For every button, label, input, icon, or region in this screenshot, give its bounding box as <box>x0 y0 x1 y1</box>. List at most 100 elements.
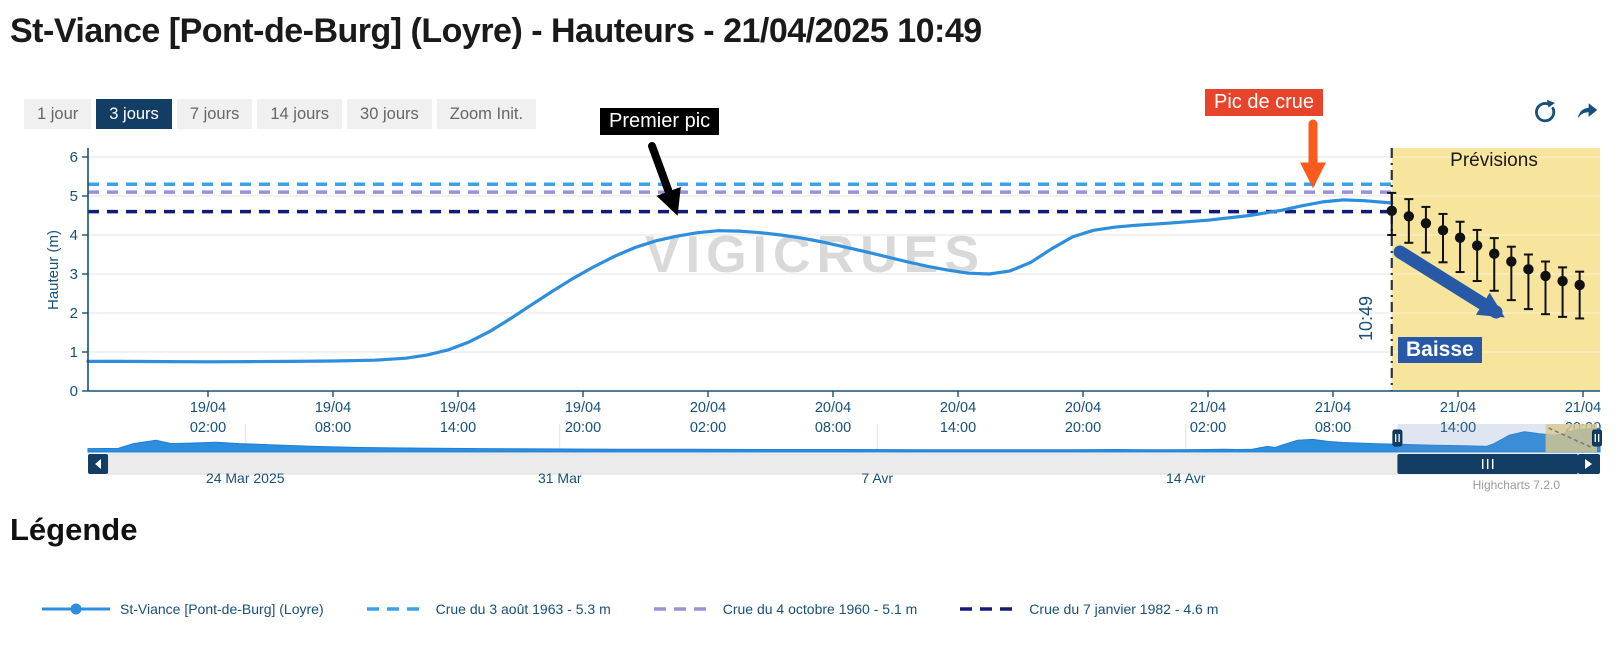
range-button-14-jours[interactable]: 14 jours <box>257 99 343 129</box>
dash-marker-icon <box>653 607 714 611</box>
forecast-zone-label: Prévisions <box>1450 150 1538 171</box>
legend-item-label: Crue du 7 janvier 1982 - 4.6 m <box>1029 601 1219 617</box>
y-tick-label: 6 <box>70 149 78 166</box>
range-selector: 1 jour 3 jours 7 jours 14 jours 30 jours Zoom… <box>24 99 537 129</box>
forecast-error-bar <box>1420 205 1432 254</box>
x-tick-date: 21/04 <box>1565 400 1601 416</box>
forecast-error-bar <box>1523 253 1534 311</box>
premier-pic-arrow <box>648 142 681 216</box>
range-button-3-jours[interactable]: 3 jours <box>96 99 172 129</box>
forecast-point <box>1540 270 1551 282</box>
legend-item-1[interactable]: Crue du 3 août 1963 - 5.3 m <box>366 601 611 617</box>
navigator-date-label: 14 Avr <box>1166 470 1206 486</box>
highcharts-credit[interactable]: Highcharts 7.2.0 <box>1473 478 1561 492</box>
legend-item-label: Crue du 4 octobre 1960 - 5.1 m <box>722 601 918 617</box>
forecast-error-bar <box>1403 198 1415 244</box>
header-icons <box>1532 98 1600 124</box>
forecast-point <box>1403 211 1415 222</box>
x-tick-time: 20:00 <box>1065 420 1101 436</box>
x-tick-date: 19/04 <box>440 400 476 416</box>
annotation-pic-de-crue: Pic de crue <box>1205 89 1324 116</box>
forecast-error-bar <box>1454 220 1466 274</box>
x-tick-time: 14:00 <box>940 420 976 436</box>
navigator-handle-right[interactable] <box>1591 429 1602 447</box>
navigator-forecast-diagonal <box>1548 427 1594 449</box>
y-tick-label: 5 <box>70 188 78 205</box>
x-tick-time: 20:00 <box>565 420 601 436</box>
right-arrow-icon <box>1585 459 1592 469</box>
forecast-error-bar <box>1557 266 1568 318</box>
series-marker-icon <box>42 603 110 615</box>
x-tick-time: 14:00 <box>1440 420 1476 436</box>
x-tick-date: 19/04 <box>565 400 601 416</box>
page-title: St-Viance [Pont-de-Burg] (Loyre) - Haute… <box>10 12 982 50</box>
left-arrow-icon <box>95 459 101 469</box>
y-tick-label: 1 <box>70 344 78 361</box>
legend-item-label: Crue du 3 août 1963 - 5.3 m <box>435 601 611 617</box>
range-button-1-jour[interactable]: 1 jour <box>24 99 92 129</box>
dash-marker-icon <box>366 607 427 611</box>
y-tick-label: 2 <box>70 305 78 322</box>
vigicrues-watermark: VIGICRUES <box>645 226 985 284</box>
hydrograph-chart: VIGICRUES 19/04 02:00 19/04 08:00 19/04 14:00 1… <box>45 119 1602 492</box>
legend-heading: Légende <box>10 512 138 547</box>
forecast-error-bar <box>1574 270 1585 320</box>
forecast-point <box>1506 256 1517 267</box>
forecast-point <box>1437 225 1449 236</box>
annotation-premier-pic: Premier pic <box>600 108 720 135</box>
navigator-date-label: 24 Mar 2025 <box>206 470 285 486</box>
forecast-point <box>1523 264 1534 275</box>
range-button-30-jours[interactable]: 30 jours <box>347 99 432 129</box>
legend-item-3[interactable]: Crue du 7 janvier 1982 - 4.6 m <box>959 601 1218 617</box>
forecast-point <box>1454 232 1466 243</box>
forecast-point <box>1420 218 1432 229</box>
forecast-error-bar <box>1489 237 1500 292</box>
baisse-arrow <box>1393 245 1505 319</box>
x-tick-date: 20/04 <box>1065 400 1101 416</box>
forecast-point <box>1386 205 1397 217</box>
x-tick-date: 20/04 <box>690 400 726 416</box>
x-tick-time: 08:00 <box>815 420 851 436</box>
forecast-error-bar <box>1506 245 1517 302</box>
forecast-point <box>1557 275 1568 287</box>
legend-item-2[interactable]: Crue du 4 octobre 1960 - 5.1 m <box>653 601 918 617</box>
x-tick-date: 20/04 <box>940 400 976 416</box>
x-tick-time: 14:00 <box>440 420 476 436</box>
navigator-handle-left[interactable] <box>1392 429 1403 447</box>
y-tick-label: 4 <box>70 227 78 244</box>
forecast-point <box>1574 279 1585 291</box>
x-tick-time: 02:00 <box>690 420 726 436</box>
navigator-date-label: 31 Mar <box>538 470 582 486</box>
share-icon[interactable] <box>1574 98 1600 124</box>
x-tick-date: 21/04 <box>1190 400 1226 416</box>
scrollbar-track[interactable] <box>107 453 1579 475</box>
legend-item-0[interactable]: St-Viance [Pont-de-Burg] (Loyre) <box>40 601 324 617</box>
legend: St-Viance [Pont-de-Burg] (Loyre) Crue du … <box>40 601 1218 617</box>
current-time-label: 10:49 <box>1356 296 1376 342</box>
forecast-point <box>1471 240 1483 251</box>
forecast-error-bar <box>1386 191 1397 236</box>
x-tick-date: 19/04 <box>190 400 226 416</box>
dash-marker-icon <box>960 607 1021 611</box>
range-button-7-jours[interactable]: 7 jours <box>176 99 253 129</box>
x-tick-time: 08:00 <box>315 420 351 436</box>
legend-item-label: St-Viance [Pont-de-Burg] (Loyre) <box>120 601 324 617</box>
y-tick-label: 3 <box>70 266 78 283</box>
x-tick-date: 19/04 <box>315 400 351 416</box>
navigator-series <box>87 427 1601 453</box>
y-axis-title: Hauteur (m) <box>45 230 62 310</box>
x-tick-time: 02:00 <box>1190 420 1226 436</box>
navigator-date-label: 7 Avr <box>861 470 893 486</box>
x-tick-date: 20/04 <box>815 400 851 416</box>
x-tick-time: 02:00 <box>190 420 226 436</box>
forecast-error-bar <box>1437 212 1449 264</box>
x-tick-date: 21/04 <box>1315 400 1351 416</box>
y-tick-label: 0 <box>70 383 78 400</box>
forecast-point <box>1489 248 1500 259</box>
forecast-error-bar <box>1540 260 1551 316</box>
annotation-baisse: Baisse <box>1398 337 1482 363</box>
x-tick-time: 08:00 <box>1315 420 1351 436</box>
observed-series-line <box>86 198 1394 364</box>
refresh-icon[interactable] <box>1532 98 1558 124</box>
range-button-zoom-init-[interactable]: Zoom Init. <box>436 99 537 129</box>
